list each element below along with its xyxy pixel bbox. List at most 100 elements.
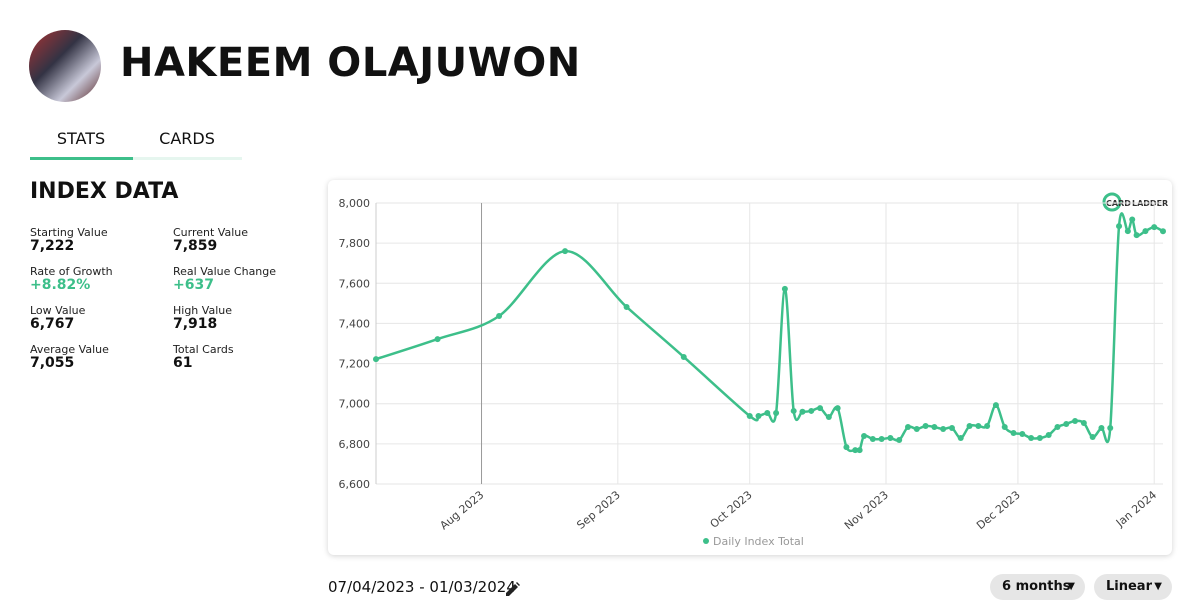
avatar	[29, 30, 101, 102]
data-point	[1107, 425, 1114, 432]
x-tick-label: Nov 2023	[842, 488, 891, 532]
logo: CARD LADDER	[1102, 192, 1168, 212]
stat-label: Current Value	[173, 226, 249, 239]
period-button[interactable]: 6 months ▼	[990, 574, 1085, 600]
data-point	[940, 426, 947, 433]
data-point	[1142, 228, 1149, 235]
date-range[interactable]: 07/04/2023 - 01/03/2024	[328, 578, 516, 596]
data-point	[913, 426, 920, 433]
data-point	[825, 413, 832, 420]
data-point	[1080, 419, 1087, 426]
data-point	[852, 447, 859, 454]
stat-value: 6,767	[30, 316, 75, 332]
data-point	[896, 437, 903, 444]
data-point	[1063, 420, 1070, 427]
data-point	[861, 433, 868, 440]
data-point	[1129, 216, 1136, 223]
data-point	[1010, 430, 1017, 437]
data-point	[984, 422, 991, 429]
data-point	[1160, 228, 1166, 235]
data-point	[856, 447, 863, 454]
stat-value: 61	[173, 355, 193, 371]
data-point	[1028, 435, 1035, 442]
data-point	[1019, 431, 1026, 438]
data-point	[975, 422, 982, 429]
edit-icon[interactable]	[503, 579, 521, 597]
tab-indicator	[30, 157, 133, 160]
data-point	[790, 407, 797, 414]
data-point	[992, 402, 999, 409]
data-point	[373, 356, 379, 363]
stat-label: Total Cards	[173, 343, 234, 356]
data-point	[496, 313, 503, 320]
x-tick-label: Oct 2023	[708, 488, 755, 530]
data-point	[878, 436, 885, 443]
data-point	[562, 248, 569, 255]
stat-value: 7,055	[30, 355, 75, 371]
data-point	[1072, 417, 1079, 424]
y-tick-label: 7,400	[339, 317, 371, 330]
data-point	[623, 303, 630, 310]
data-point	[957, 435, 964, 442]
data-point	[966, 422, 973, 429]
data-point	[781, 285, 788, 292]
stat-label: High Value	[173, 304, 232, 317]
data-point	[1036, 435, 1043, 442]
data-point	[773, 409, 780, 416]
logo-icon	[1102, 192, 1122, 212]
y-tick-label: 8,000	[339, 197, 371, 210]
player-name: HAKEEM OLAJUWON	[120, 40, 581, 86]
section-title: INDEX DATA	[30, 179, 179, 204]
x-tick-label: Sep 2023	[574, 488, 622, 532]
data-point	[869, 436, 876, 443]
data-point	[1098, 425, 1105, 432]
x-tick-label: Jan 2024	[1113, 488, 1159, 530]
tab-cards[interactable]: CARDS	[159, 129, 215, 148]
data-point	[1151, 224, 1158, 231]
data-point	[755, 412, 762, 419]
stat-label: Average Value	[30, 343, 109, 356]
data-point	[1054, 423, 1061, 430]
stat-label: Low Value	[30, 304, 86, 317]
data-point	[1116, 223, 1123, 230]
y-tick-label: 6,600	[339, 478, 371, 491]
legend-label: Daily Index Total	[713, 535, 804, 548]
tab-stats[interactable]: STATS	[56, 129, 106, 148]
legend-marker	[703, 538, 709, 544]
y-tick-label: 7,000	[339, 398, 371, 411]
x-tick-label: Aug 2023	[438, 488, 487, 532]
data-point	[1001, 423, 1008, 430]
data-point	[904, 423, 911, 430]
data-point	[817, 405, 824, 412]
data-point	[764, 409, 771, 416]
stat-label: Rate of Growth	[30, 265, 113, 278]
button-label: 6 months	[1002, 579, 1071, 594]
stat-value: +637	[173, 277, 214, 293]
data-point	[1124, 228, 1131, 235]
data-point	[434, 336, 441, 343]
stat-label: Starting Value	[30, 226, 108, 239]
stat-value: 7,859	[173, 238, 218, 254]
data-point	[834, 405, 841, 412]
scale-button[interactable]: Linear ▼	[1094, 574, 1172, 600]
y-tick-label: 6,800	[339, 438, 371, 451]
data-point	[948, 425, 955, 432]
data-point	[843, 444, 850, 451]
data-point	[1089, 434, 1096, 441]
x-tick-label: Dec 2023	[974, 488, 1023, 532]
stat-label: Real Value Change	[173, 265, 277, 278]
y-tick-label: 7,800	[339, 237, 371, 250]
data-point	[808, 407, 815, 414]
data-point	[887, 435, 894, 442]
stat-value: 7,222	[30, 238, 75, 254]
y-tick-label: 7,600	[339, 277, 371, 290]
data-point	[746, 412, 753, 419]
series-line	[375, 212, 1164, 453]
button-label: Linear	[1106, 579, 1152, 594]
tab-track	[30, 157, 242, 160]
data-point	[680, 353, 687, 360]
data-point	[799, 408, 806, 415]
stat-value: +8.82%	[30, 277, 91, 293]
